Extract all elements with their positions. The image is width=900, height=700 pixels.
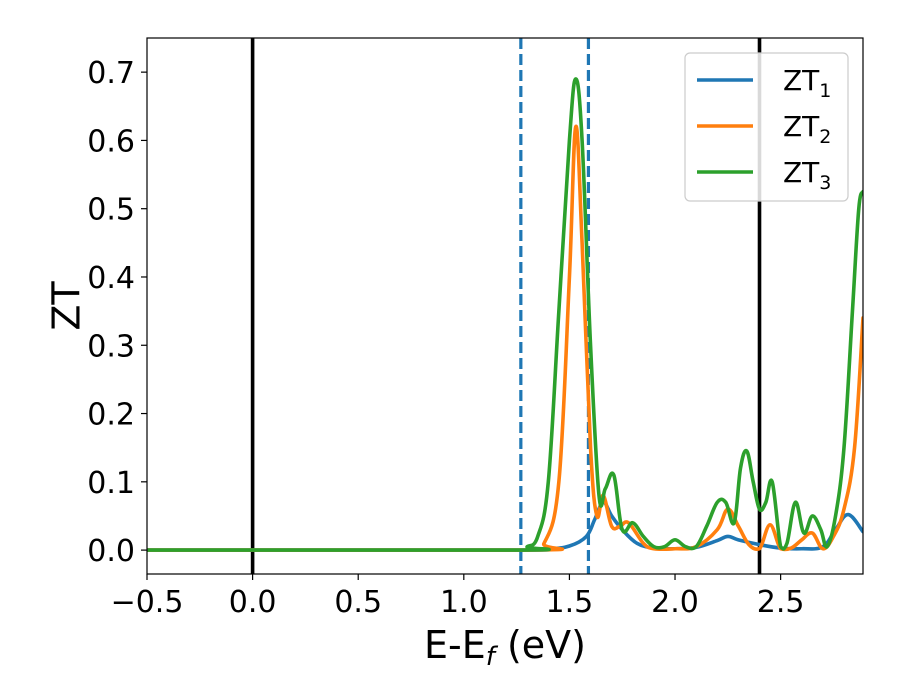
x-tick-label: 2.5	[757, 585, 805, 620]
y-tick-label: 0.5	[87, 193, 135, 228]
y-tick-label: 0.7	[87, 56, 135, 91]
y-tick-label: 0.1	[87, 466, 135, 501]
legend-box	[684, 52, 849, 202]
x-tick-label: −0.5	[111, 585, 184, 620]
series-line-zt2	[147, 124, 863, 552]
legend: ZT1 ZT2 ZT3	[684, 52, 849, 202]
x-tick-label: 0.5	[334, 585, 382, 620]
plot-frame	[146, 37, 864, 575]
y-tick-label: 0.6	[87, 124, 135, 159]
y-tick-label: 0.0	[87, 534, 135, 569]
x-tick-label: 0.0	[229, 585, 277, 620]
series-line-zt3	[147, 77, 863, 552]
x-axis-label-rest: (eV)	[495, 623, 586, 667]
y-axis-label: ZT	[44, 281, 88, 331]
y-tick-label: 0.2	[87, 398, 135, 433]
y-tick-label: 0.3	[87, 329, 135, 364]
x-tick-label: 1.0	[440, 585, 488, 620]
y-tick-label: 0.4	[87, 261, 135, 296]
x-tick-label: 1.5	[546, 585, 594, 620]
legend-label-zt2: ZT2	[783, 110, 831, 148]
x-axis-label-main: E-E	[424, 623, 486, 667]
x-tick-label: 2.0	[651, 585, 699, 620]
x-axis-label: E-Ef (eV)	[424, 623, 586, 672]
legend-label-zt1: ZT1	[783, 64, 831, 102]
legend-label-zt3: ZT3	[783, 156, 831, 194]
